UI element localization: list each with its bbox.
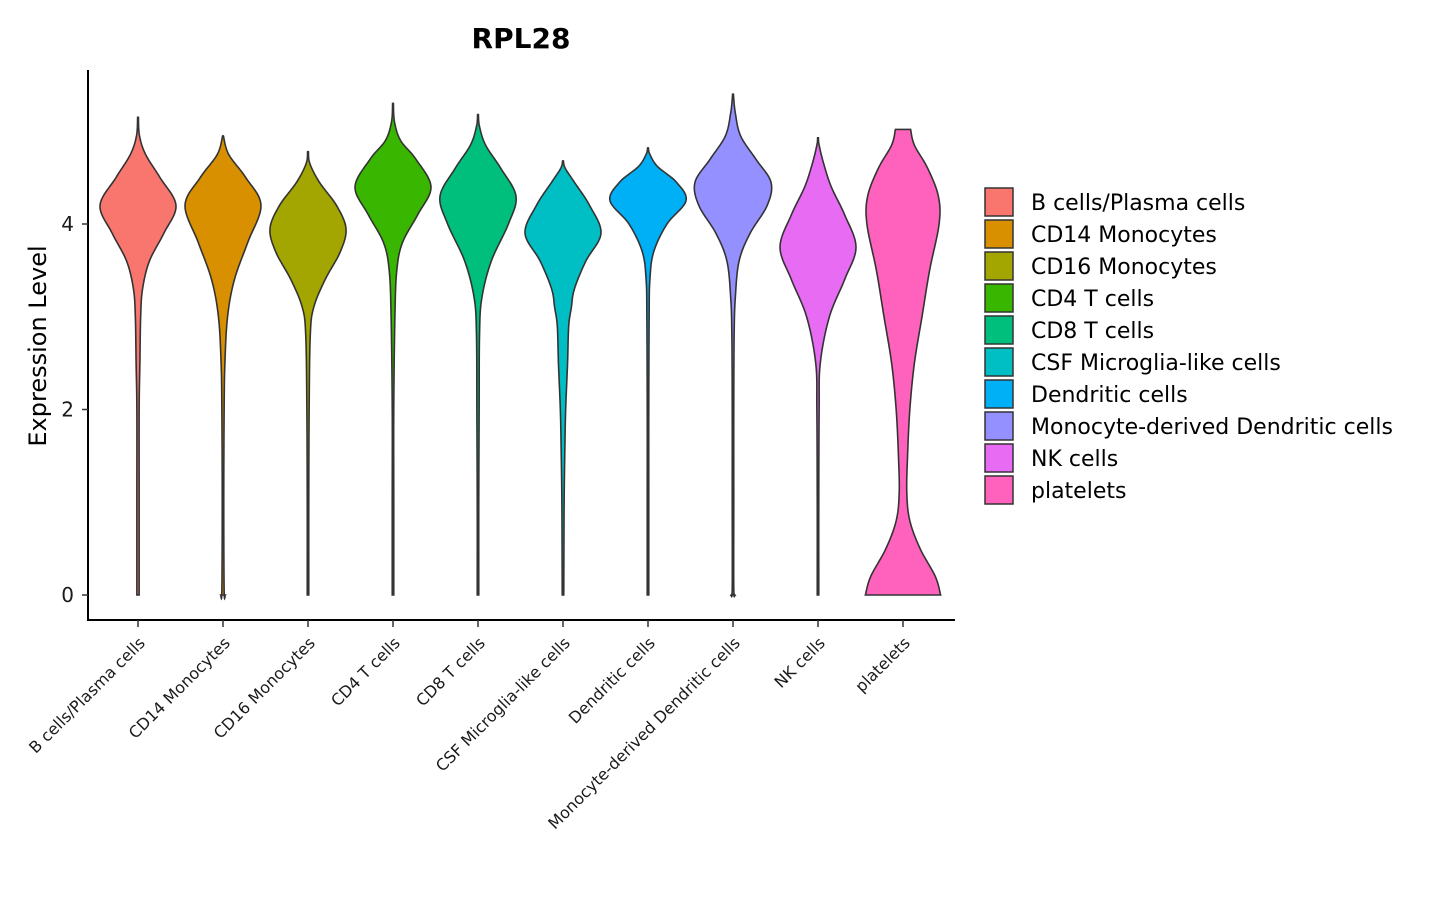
legend-label: Monocyte-derived Dendritic cells	[1031, 415, 1393, 440]
chart-title: RPL28	[472, 22, 571, 55]
legend-key	[984, 219, 1014, 249]
legend-label: CD16 Monocytes	[1031, 255, 1217, 280]
legend-key	[984, 347, 1014, 377]
x-tick-label: Monocyte-derived Dendritic cells	[544, 633, 744, 833]
x-tick-label: B cells/Plasma cells	[25, 633, 149, 757]
x-tick-label: CD8 T cells	[412, 633, 489, 710]
legend-label: CD8 T cells	[1031, 319, 1154, 344]
legend-key	[984, 475, 1014, 505]
violin-csf-microglia-like-cells	[524, 160, 602, 596]
violin-platelets	[864, 128, 942, 596]
legend-key	[984, 315, 1014, 345]
y-axis-ticks: 0 2 4	[61, 212, 88, 607]
legend-key	[984, 187, 1014, 217]
y-tick-label: 2	[61, 398, 74, 422]
legend: B cells/Plasma cells CD14 Monocytes CD16 M…	[984, 187, 1393, 505]
y-tick-label: 4	[61, 212, 74, 236]
violin-group	[99, 93, 942, 601]
x-tick-label: Dendritic cells	[565, 633, 659, 727]
legend-key	[984, 251, 1014, 281]
legend-label: B cells/Plasma cells	[1031, 191, 1245, 216]
violin-monocyte-derived-dendritic-cells	[693, 93, 773, 598]
violin-cd4-t-cells	[354, 102, 432, 596]
y-axis-label: Expression Level	[24, 245, 52, 446]
x-tick-label: platelets	[851, 633, 914, 696]
violin-dendritic-cells	[608, 147, 688, 596]
legend-label: Dendritic cells	[1031, 383, 1188, 408]
legend-key	[984, 379, 1014, 409]
legend-label: NK cells	[1031, 447, 1118, 472]
violin-b-cells-plasma-cells	[99, 116, 177, 596]
legend-key	[984, 283, 1014, 313]
violin-nk-cells	[779, 136, 857, 596]
y-tick-label: 0	[61, 583, 74, 607]
violin-cd16-monocytes	[269, 150, 347, 596]
legend-label: CSF Microglia-like cells	[1031, 351, 1281, 376]
legend-key	[984, 411, 1014, 441]
violin-cd14-monocytes	[184, 135, 262, 601]
x-tick-label: NK cells	[771, 633, 829, 691]
legend-label: platelets	[1031, 479, 1126, 504]
x-tick-label: CD4 T cells	[327, 633, 404, 710]
legend-label: CD4 T cells	[1031, 287, 1154, 312]
legend-key	[984, 443, 1014, 473]
legend-label: CD14 Monocytes	[1031, 223, 1217, 248]
violin-cd8-t-cells	[438, 113, 518, 596]
